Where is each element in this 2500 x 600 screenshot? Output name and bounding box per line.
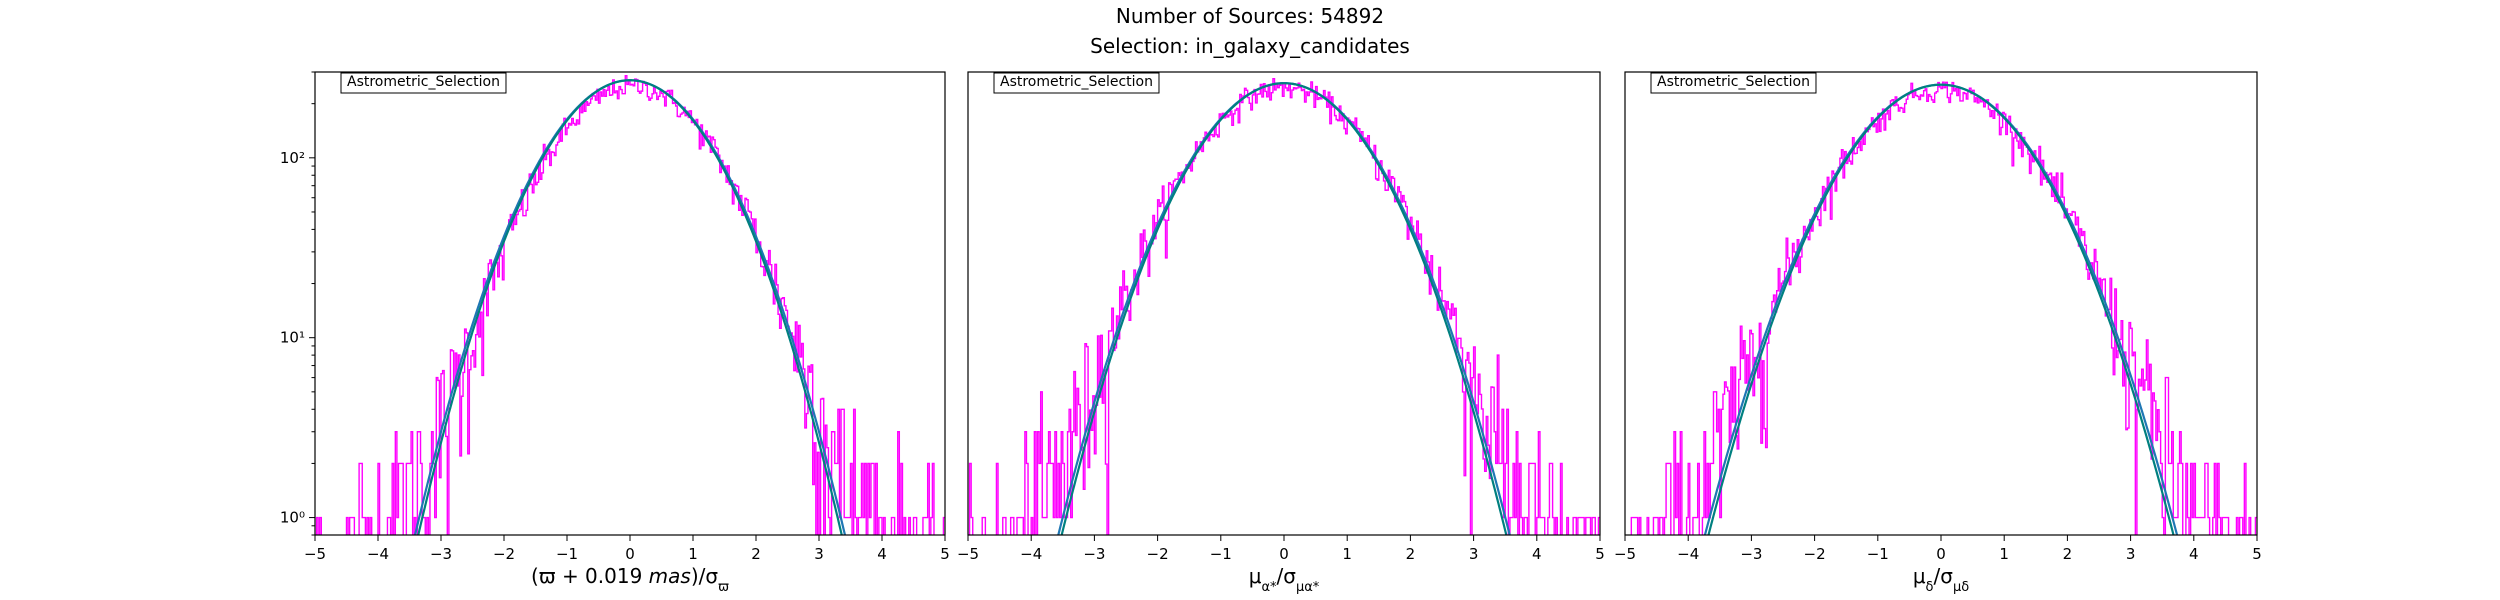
x-tick-label: 2	[751, 545, 761, 563]
x-tick-label: −4	[1677, 545, 1699, 563]
x-tick-label: −3	[1740, 545, 1762, 563]
x-tick-label: 0	[1936, 545, 1946, 563]
x-axis-label: μα*/σμα*	[1249, 564, 1320, 595]
x-tick-label: −1	[556, 545, 578, 563]
gaussian-fit-line	[1057, 82, 1511, 535]
gaussian-fit-line	[413, 79, 847, 535]
x-axis-label: (ϖ + 0.019 mas)/σϖ	[531, 564, 729, 595]
x-tick-label: −4	[367, 545, 389, 563]
legend-box	[993, 72, 1160, 94]
chart-panel-3: −5 −4 −3 −2 −1 0 1 2 3 4 5 Astrometric_Selection μδ/…	[1614, 71, 2262, 595]
x-tick-label: 3	[814, 545, 824, 563]
x-tick-label: 5	[1595, 545, 1605, 563]
x-tick-label: 0	[1279, 545, 1289, 563]
legend: Astrometric_Selection	[993, 72, 1160, 94]
x-tick-label: 2	[1406, 545, 1416, 563]
x-tick-label: −1	[1867, 545, 1889, 563]
x-tick-label: −2	[1147, 545, 1169, 563]
chart-panel-1: −5 −4 −3 −2 −1 0 1 2 3 4 5 10⁰ 10¹ 10² Astrometric_Sel…	[280, 71, 950, 595]
x-tick-label: 1	[1999, 545, 2009, 563]
x-tick-label: −2	[1804, 545, 1826, 563]
y-tick-label: 10²	[280, 149, 305, 167]
chart-panel-2: −5 −4 −3 −2 −1 0 1 2 3 4 5 Astrometric_Selection μα*…	[957, 71, 1605, 595]
x-tick-label: 4	[1532, 545, 1542, 563]
figure-title-selection: Selection: in_galaxy_candidates	[1090, 34, 1410, 58]
gaussian-reference-line	[1060, 82, 1508, 535]
gaussian-fit-line	[1703, 83, 2179, 535]
x-tick-label: 0	[625, 545, 635, 563]
gaussian-reference-line	[417, 79, 843, 535]
x-tick-label: −5	[1614, 545, 1636, 563]
legend-box	[1650, 72, 1817, 94]
y-tick-label: 10¹	[280, 329, 305, 347]
legend-label: Astrometric_Selection	[1657, 74, 1810, 90]
x-tick-label: −1	[1210, 545, 1232, 563]
x-tick-label: 4	[877, 545, 887, 563]
histogram-series	[315, 75, 945, 535]
x-tick-label: −3	[1083, 545, 1105, 563]
histogram-series	[968, 78, 1600, 535]
legend-box	[340, 72, 507, 94]
x-tick-label: 1	[1342, 545, 1352, 563]
legend-label: Astrometric_Selection	[347, 74, 500, 90]
x-tick-label: 1	[688, 545, 698, 563]
x-tick-label: −2	[493, 545, 515, 563]
x-tick-label: 3	[2126, 545, 2136, 563]
x-tick-label: −5	[957, 545, 979, 563]
y-tick-label: 10⁰	[280, 509, 305, 527]
x-tick-label: 3	[1469, 545, 1479, 563]
x-tick-label: 5	[2252, 545, 2262, 563]
x-tick-label: −5	[304, 545, 326, 563]
legend: Astrometric_Selection	[340, 72, 507, 94]
x-tick-label: 4	[2189, 545, 2199, 563]
legend: Astrometric_Selection	[1650, 72, 1817, 94]
x-axis-label: μδ/σμδ	[1913, 564, 1969, 595]
histogram-series	[1630, 81, 2257, 535]
x-tick-label: 2	[2063, 545, 2073, 563]
x-tick-label: 5	[940, 545, 950, 563]
legend-label: Astrometric_Selection	[1000, 74, 1153, 90]
x-tick-label: −3	[430, 545, 452, 563]
figure-title-count: Number of Sources: 54892	[1115, 4, 1385, 28]
gaussian-reference-line	[1707, 83, 2175, 535]
x-tick-label: −4	[1020, 545, 1042, 563]
